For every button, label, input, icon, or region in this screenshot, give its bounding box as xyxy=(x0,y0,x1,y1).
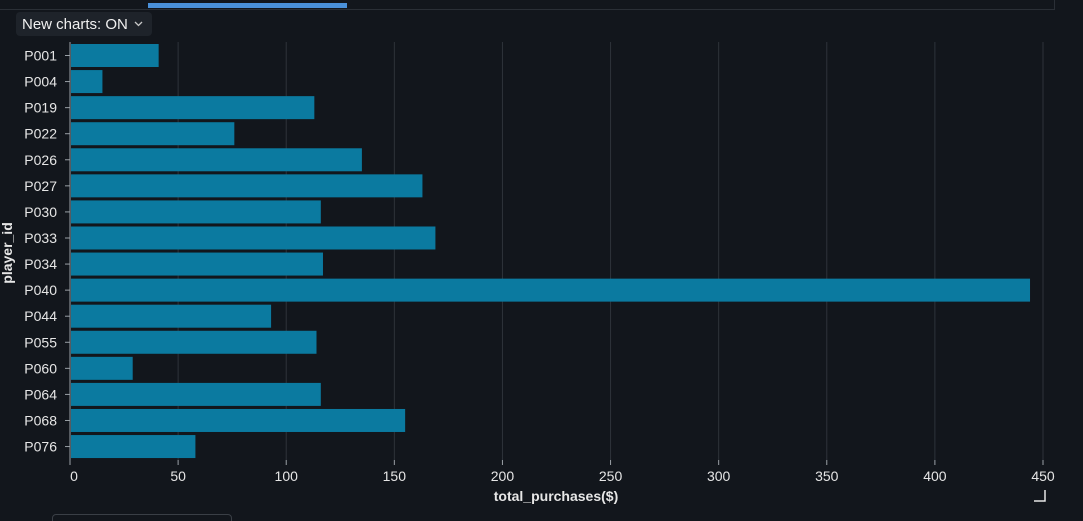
y-tick-label: P001 xyxy=(24,48,57,64)
bar-p055[interactable] xyxy=(71,330,317,354)
bar-p060[interactable] xyxy=(71,356,133,380)
x-tick-label: 100 xyxy=(275,468,299,484)
resize-handle-icon[interactable] xyxy=(1033,489,1047,503)
bar-p064[interactable] xyxy=(71,382,321,406)
x-tick-label: 150 xyxy=(383,468,407,484)
x-tick-label: 300 xyxy=(707,468,731,484)
bar-p019[interactable] xyxy=(71,96,315,120)
bar-p040[interactable] xyxy=(71,278,1031,302)
y-tick-label: P055 xyxy=(24,334,57,350)
tab-bar xyxy=(0,0,1055,10)
bar-p027[interactable] xyxy=(71,174,423,198)
y-tick-label: P022 xyxy=(24,126,57,142)
y-tick-label: P033 xyxy=(24,230,57,246)
y-axis-title: player_id xyxy=(0,222,15,283)
bar-p001[interactable] xyxy=(71,44,159,67)
y-tick-label: P004 xyxy=(24,74,57,90)
x-tick-labels: 0 50 100 150 200 250 300 350 400 450 xyxy=(69,460,1055,484)
new-charts-toggle[interactable]: New charts: ON xyxy=(16,12,152,36)
x-tick-label: 50 xyxy=(170,468,186,484)
bar-p068[interactable] xyxy=(71,408,406,432)
y-tick-label: P064 xyxy=(24,386,57,402)
y-tick-label: P044 xyxy=(24,308,57,324)
bar-p030[interactable] xyxy=(71,200,321,224)
bar-p033[interactable] xyxy=(71,226,436,250)
x-tick-label: 250 xyxy=(599,468,623,484)
y-tick-label: P019 xyxy=(24,100,57,116)
bar-p044[interactable] xyxy=(71,304,272,328)
bar-p076[interactable] xyxy=(71,435,196,459)
bar-p022[interactable] xyxy=(71,122,235,146)
next-panel-stub[interactable] xyxy=(52,514,232,521)
chevron-down-icon xyxy=(134,19,144,29)
y-tick-labels: P001 P004 P019 P022 P026 P027 P030 P033 P034 P040… xyxy=(24,48,70,455)
y-tick-label: P076 xyxy=(24,439,57,455)
new-charts-toggle-label: New charts: ON xyxy=(22,15,128,33)
x-axis-title: total_purchases($) xyxy=(494,488,618,504)
bar-p026[interactable] xyxy=(71,148,362,172)
active-tab-indicator[interactable] xyxy=(148,3,347,8)
x-tick-label: 400 xyxy=(923,468,947,484)
bar-p004[interactable] xyxy=(71,70,103,94)
y-tick-label: P068 xyxy=(24,412,57,428)
y-tick-label: P060 xyxy=(24,360,57,376)
x-tick-label: 200 xyxy=(491,468,515,484)
x-tick-label: 350 xyxy=(815,468,839,484)
y-tick-label: P040 xyxy=(24,282,57,298)
x-tick-label: 0 xyxy=(70,468,78,484)
bar-p034[interactable] xyxy=(71,252,323,276)
x-tick-label: 450 xyxy=(1031,468,1055,484)
y-tick-label: P034 xyxy=(24,256,57,272)
y-tick-label: P027 xyxy=(24,178,57,194)
y-tick-label: P030 xyxy=(24,204,57,220)
panel-divider xyxy=(1054,0,1055,10)
bars xyxy=(71,44,1031,459)
y-tick-label: P026 xyxy=(24,152,57,168)
